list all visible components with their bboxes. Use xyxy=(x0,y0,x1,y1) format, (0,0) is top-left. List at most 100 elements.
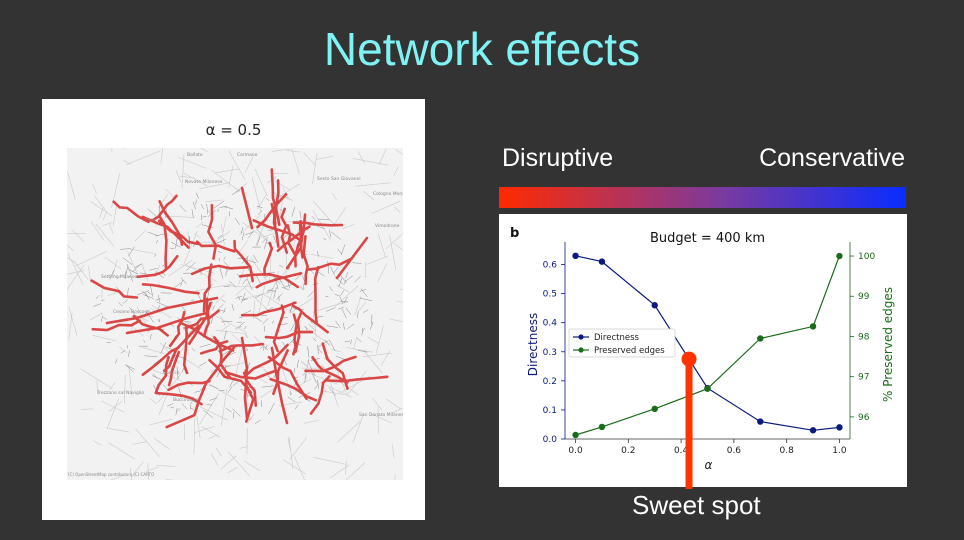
y2-tick-label: 100 xyxy=(858,252,875,262)
street-segment xyxy=(215,315,247,333)
street-segment xyxy=(386,398,401,410)
street-segment xyxy=(177,156,207,169)
street-segment xyxy=(262,318,269,325)
street-segment xyxy=(119,248,131,250)
street-segment xyxy=(352,158,388,166)
street-segment xyxy=(155,239,159,244)
street-segment xyxy=(308,324,316,332)
y2-tick-label: 97 xyxy=(858,373,869,383)
street-segment xyxy=(371,200,401,214)
street-segment xyxy=(225,270,227,277)
street-segment xyxy=(313,200,336,226)
map-panel: α = 0.5 Bollate Cormano Novate Milanese Ses… xyxy=(42,99,425,520)
street-segment xyxy=(130,461,144,478)
street-segment xyxy=(244,287,271,313)
bike-lane-path xyxy=(267,355,308,400)
bike-lane-path xyxy=(165,386,206,429)
street-segment xyxy=(271,148,291,152)
street-segment xyxy=(256,236,261,246)
street-segment xyxy=(337,372,348,397)
street-segment xyxy=(231,303,234,311)
street-segment xyxy=(128,268,138,275)
street-segment xyxy=(220,388,228,427)
bike-lane-path xyxy=(256,193,288,229)
street-segment xyxy=(167,403,174,407)
preserved-edges-point xyxy=(572,431,579,439)
street-segment xyxy=(244,333,249,338)
street-segment xyxy=(291,148,300,175)
street-segment xyxy=(308,359,310,366)
street-segment xyxy=(361,327,364,336)
street-segment xyxy=(112,203,118,226)
street-segment xyxy=(271,320,275,324)
bike-lane-path xyxy=(184,309,220,330)
bike-lane-path xyxy=(195,240,236,253)
street-segment xyxy=(327,260,330,274)
street-segment xyxy=(120,350,126,354)
street-segment xyxy=(385,232,403,250)
street-segment xyxy=(342,223,355,230)
street-segment xyxy=(214,168,240,174)
street-segment xyxy=(281,287,290,291)
bike-lane-path xyxy=(302,235,309,286)
street-segment xyxy=(165,188,176,199)
bike-lane-path xyxy=(90,279,139,299)
street-segment xyxy=(345,460,347,475)
panel-label: b xyxy=(510,226,519,241)
street-segment xyxy=(166,215,195,218)
street-segment xyxy=(92,335,117,342)
bike-lane-path xyxy=(218,342,264,353)
street-segment xyxy=(391,407,403,414)
street-segment xyxy=(391,444,395,458)
slide-title: Network effects xyxy=(323,23,641,75)
street-segment xyxy=(212,305,215,311)
street-segment xyxy=(129,248,156,255)
street-segment xyxy=(312,311,317,339)
street-segment xyxy=(244,155,254,173)
street-segment xyxy=(227,467,238,474)
bike-lane-path xyxy=(112,200,150,224)
street-segment xyxy=(340,300,349,303)
street-segment xyxy=(193,233,201,239)
street-segment xyxy=(183,172,208,187)
street-segment xyxy=(286,150,301,153)
street-segment xyxy=(316,225,325,229)
street-segment xyxy=(123,160,132,165)
street-segment xyxy=(93,303,102,307)
bike-lane-path xyxy=(292,304,329,334)
street-segment xyxy=(345,462,366,480)
bike-lane-path xyxy=(150,194,178,222)
street-segment xyxy=(180,279,184,287)
street-segment xyxy=(221,299,226,303)
street-segment xyxy=(343,296,348,304)
street-segment xyxy=(217,235,223,239)
street-segment xyxy=(206,404,213,406)
street-segment xyxy=(242,221,270,243)
street-segment xyxy=(129,307,137,318)
street-segment xyxy=(303,419,320,424)
street-segment xyxy=(139,272,147,275)
x-tick-label: 0.6 xyxy=(727,446,742,456)
street-segment xyxy=(255,293,263,298)
street-segment xyxy=(123,299,128,304)
street-segment xyxy=(331,349,341,353)
street-segment xyxy=(273,287,277,299)
street-segment xyxy=(220,224,225,245)
bike-lane-path xyxy=(213,336,232,380)
directness-point xyxy=(598,258,606,265)
street-segment xyxy=(183,326,185,331)
street-segment xyxy=(340,244,346,255)
street-segment xyxy=(134,263,143,268)
legend-box xyxy=(568,328,676,358)
street-segment xyxy=(129,467,132,480)
street-segment xyxy=(362,327,366,333)
street-segment xyxy=(307,289,315,298)
street-segment xyxy=(126,263,132,275)
street-segment xyxy=(180,277,187,285)
street-segment xyxy=(328,339,336,352)
y-tick-label: 0.4 xyxy=(543,319,558,329)
street-segment xyxy=(218,257,220,262)
street-segment xyxy=(67,252,72,262)
street-segment xyxy=(67,232,87,234)
street-segment xyxy=(80,368,113,389)
